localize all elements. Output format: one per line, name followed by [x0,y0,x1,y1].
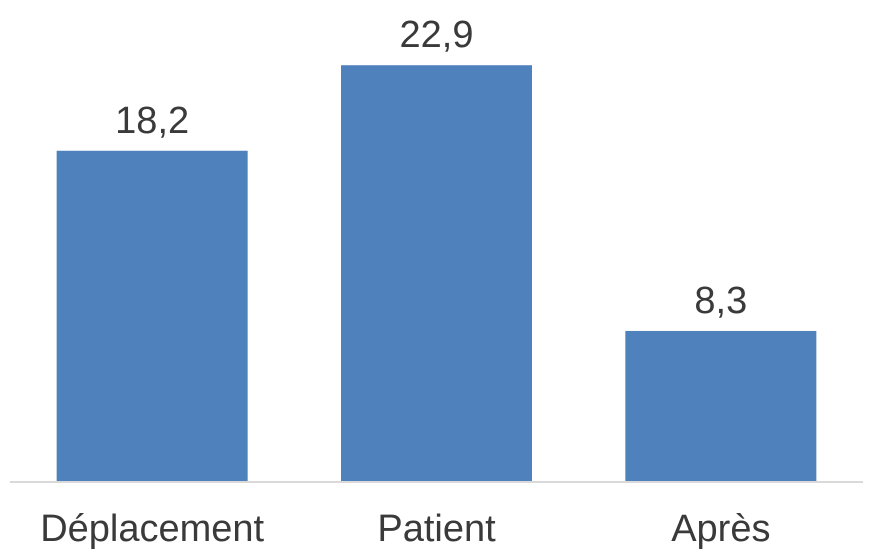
x-tick-label-2: Patient [377,508,496,550]
bars-layer [56,65,817,482]
data-labels-layer: 18,2 22,9 8,3 [115,14,747,322]
bar-3 [625,330,817,482]
x-tick-label-3: Après [671,508,770,550]
data-label-2: 22,9 [400,14,474,56]
bar-2 [341,65,532,482]
x-tick-label-1: Déplacement [40,508,264,550]
x-tick-labels-layer: Déplacement Patient Après [40,508,770,550]
data-label-3: 8,3 [694,280,747,322]
bar-1 [56,150,248,482]
data-label-1: 18,2 [115,100,189,142]
